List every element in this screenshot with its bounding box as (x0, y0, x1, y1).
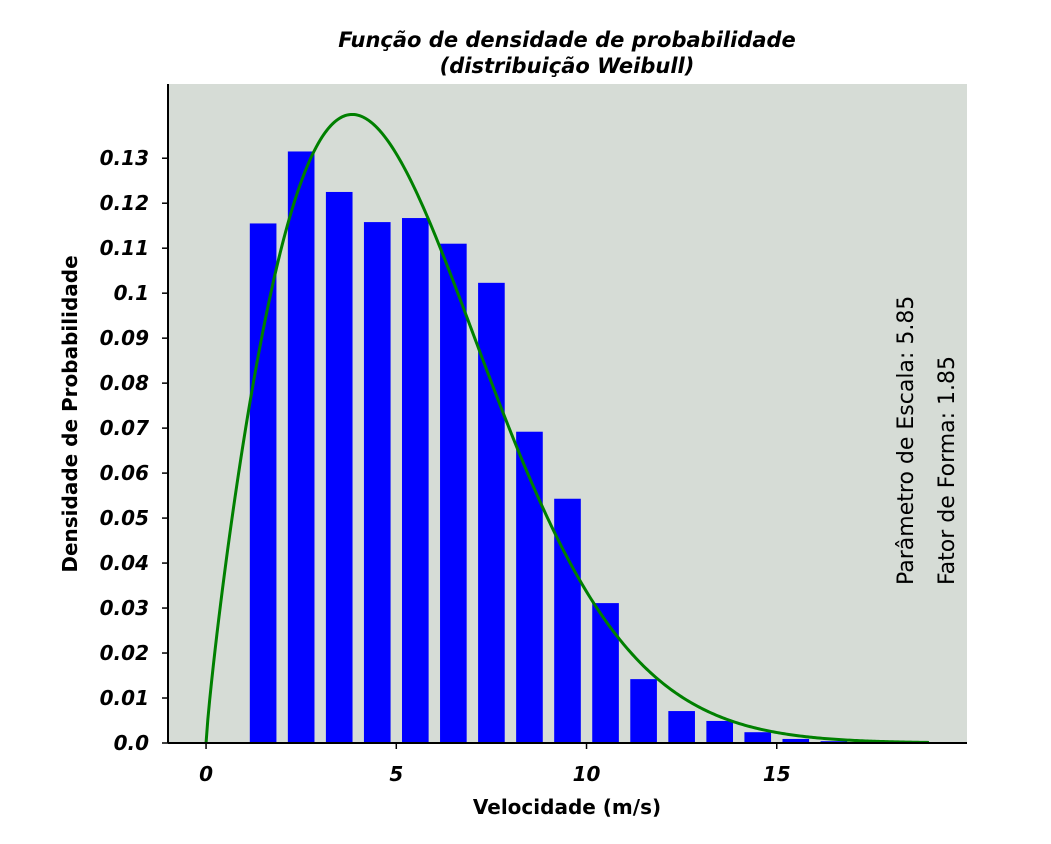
y-ticks: 0.0 0.01 0.02 0.03 0.04 0.05 0.06 0.07 0.08 0.09 0… (100, 146, 168, 755)
bar (363, 222, 391, 744)
bar (668, 711, 695, 743)
bar (706, 720, 734, 743)
bar (516, 431, 543, 743)
y-tick-label: 0.1 (114, 281, 149, 305)
bar (554, 498, 581, 743)
scale-parameter-annotation: Parâmetro de Escala: 5.85 (894, 296, 919, 585)
chart-title: Função de densidade de probabilidade (338, 28, 796, 52)
y-tick-label: 0.12 (100, 191, 149, 215)
y-tick-label: 0.13 (100, 146, 149, 170)
bar (287, 151, 315, 744)
y-tick-label: 0.11 (100, 236, 149, 260)
bar (249, 223, 277, 744)
curve-group (204, 112, 929, 744)
bar (440, 243, 467, 743)
bar (630, 679, 657, 743)
y-tick-label: 0.03 (100, 596, 149, 620)
x-tick-label: 0 (199, 762, 213, 786)
y-axis-label: Densidade de Probabilidade (58, 255, 82, 572)
chart-subtitle: (distribuição Weibull) (440, 54, 695, 78)
y-tick-label: 0.04 (100, 551, 149, 575)
x-tick-label: 10 (573, 762, 601, 786)
bar (782, 738, 810, 743)
y-tick-label: 0.06 (100, 461, 149, 485)
axes-group (167, 84, 967, 744)
x-axis-label: Velocidade (m/s) (473, 795, 661, 819)
y-tick-label: 0.07 (100, 416, 149, 440)
bar (592, 603, 619, 743)
y-tick-label: 0.02 (100, 641, 149, 665)
weibull-curve-line (204, 112, 929, 744)
y-tick-label: 0.01 (100, 686, 149, 710)
y-tick-label: 0.0 (114, 731, 150, 755)
shape-factor-annotation: Fator de Forma: 1.85 (935, 356, 960, 585)
bar (478, 282, 505, 743)
y-tick-label: 0.08 (100, 371, 149, 395)
bar (744, 732, 772, 743)
x-tick-label: 15 (763, 762, 791, 786)
y-tick-label: 0.05 (100, 506, 149, 530)
bars-group (249, 151, 848, 744)
bar (401, 218, 429, 744)
x-tick-label: 5 (389, 762, 403, 786)
y-tick-label: 0.09 (100, 326, 149, 350)
bar (325, 191, 353, 743)
x-ticks: 0 5 10 15 (199, 743, 791, 786)
